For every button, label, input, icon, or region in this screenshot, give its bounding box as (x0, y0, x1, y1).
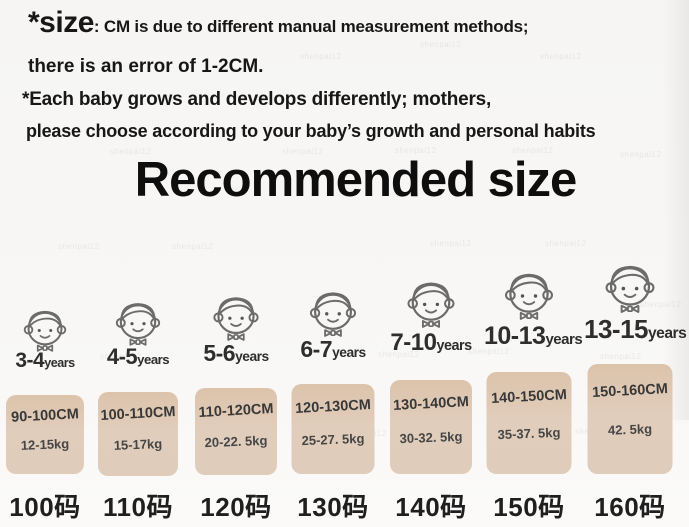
child-face-icon (503, 266, 555, 324)
weight-range: 15-17kg (113, 435, 163, 453)
watermark-text: shenpai12 (395, 146, 437, 155)
age-label: 10-13years (484, 322, 583, 351)
watermark-text: shenpai12 (620, 150, 662, 159)
age-label: 5-6years (191, 340, 281, 367)
watermark-text: shenpai12 (100, 352, 142, 361)
child-face-icon (406, 275, 457, 332)
height-weight-box: 90-100CM 12-15kg (6, 395, 84, 474)
weight-range: 30-32. 5kg (399, 428, 463, 446)
watermark-text: shenpai12 (110, 147, 152, 156)
watermark-text: shenpai12 (300, 52, 342, 61)
height-weight-box: 120-130CM 25-27. 5kg (291, 384, 375, 474)
age-range: 3-4 (15, 349, 45, 372)
height-range: 150-160CM (591, 380, 669, 401)
size-code-label: 110码 (103, 492, 173, 522)
age-label: 6-7years (288, 336, 378, 363)
height-weight-box: 110-120CM 20-22. 5kg (195, 388, 277, 475)
age-unit: years (436, 338, 472, 354)
height-range: 110-120CM (198, 400, 274, 421)
disclaimer-line-1-rest: : CM is due to different manual measurem… (93, 17, 529, 36)
size-column-110: 4-5years 100-110CM 15-17kg 110码 (93, 0, 183, 527)
age-unit: years (332, 345, 366, 360)
age-range: 5-6 (203, 340, 236, 366)
watermark-text: shenpai12 (420, 40, 462, 49)
disclaimer-line-3: *Each baby grows and develops differentl… (22, 89, 492, 110)
watermark-text: shenpai12 (58, 242, 100, 251)
watermark-text: shenpai12 (430, 239, 472, 248)
disclaimer-size-word: *size (28, 6, 94, 39)
watermark-text: shenpai12 (512, 146, 554, 155)
height-weight-box: 130-140CM 30-32. 5kg (390, 380, 472, 474)
weight-range: 25-27. 5kg (301, 430, 365, 448)
size-column-150: 10-13years 140-150CM 35-37. 5kg 150码 (484, 0, 583, 527)
weight-range: 12-15kg (20, 436, 70, 453)
size-column-100: 3-4years 90-100CM 12-15kg 100码 (0, 0, 90, 527)
height-range: 90-100CM (10, 406, 80, 427)
height-weight-box: 100-110CM 15-17kg (98, 392, 178, 476)
watermark-text: shenpai12 (468, 347, 510, 356)
watermark-text: shenpai12 (640, 300, 682, 309)
child-face-icon (308, 285, 358, 341)
age-unit: years (545, 331, 583, 348)
age-label: 13-15years (584, 314, 687, 345)
size-column-160: 13-15years 150-160CM 42. 5kg 160码 (584, 0, 687, 527)
size-code-label: 120码 (200, 492, 272, 522)
child-face-icon (604, 258, 657, 317)
age-unit: years (648, 325, 687, 342)
height-weight-box: 140-150CM 35-37. 5kg (486, 372, 572, 474)
size-column-130: 6-7years 120-130CM 25-27. 5kg 130码 (288, 0, 378, 527)
size-column-120: 5-6years 110-120CM 20-22. 5kg 120码 (191, 0, 281, 527)
page-title: Recommended size (134, 153, 578, 207)
age-range: 10-13 (484, 322, 546, 350)
child-face-icon (22, 304, 68, 356)
age-unit: years (235, 349, 269, 364)
disclaimer-line-1: *size: CM is due to different manual mea… (28, 6, 529, 40)
watermark-text: shenpai12 (378, 350, 420, 359)
size-code-label: 160码 (594, 492, 666, 522)
age-range: 6-7 (300, 336, 333, 362)
height-range: 140-150CM (490, 387, 568, 408)
child-face-icon (212, 290, 261, 345)
size-code-label: 140码 (395, 492, 467, 522)
weight-range: 42. 5kg (607, 421, 653, 439)
height-range: 130-140CM (392, 393, 470, 414)
disclaimer-line-4: please choose according to your baby’s g… (26, 121, 596, 141)
disclaimer-line-2: there is an error of 1-2CM. (28, 56, 264, 77)
age-unit: years (137, 352, 170, 367)
height-range: 120-130CM (294, 397, 372, 418)
height-range: 100-110CM (100, 404, 176, 425)
child-face-icon (114, 296, 162, 350)
watermark-text: shenpai12 (172, 242, 214, 251)
photo-edge-shading (663, 0, 689, 420)
weight-range: 35-37. 5kg (497, 424, 561, 443)
age-range: 13-15 (584, 314, 649, 344)
age-range: 7-10 (390, 329, 437, 356)
size-code-label: 150码 (493, 492, 565, 522)
weight-range: 20-22. 5kg (204, 433, 268, 451)
watermark-text: shenpai12 (282, 147, 324, 156)
watermark-text: shenpai12 (545, 239, 587, 248)
watermark-text: shenpai12 (600, 352, 642, 361)
height-weight-box: 150-160CM 42. 5kg (587, 364, 673, 474)
size-column-140: 7-10years 130-140CM 30-32. 5kg 140码 (386, 0, 476, 527)
watermark-text: shenpai12 (540, 52, 582, 61)
age-range: 4-5 (106, 344, 138, 369)
age-unit: years (44, 356, 75, 370)
size-code-label: 100码 (9, 492, 81, 522)
size-code-label: 130码 (297, 492, 369, 522)
age-label: 3-4years (0, 349, 90, 373)
age-label: 4-5years (93, 344, 183, 370)
age-label: 7-10years (386, 329, 476, 357)
